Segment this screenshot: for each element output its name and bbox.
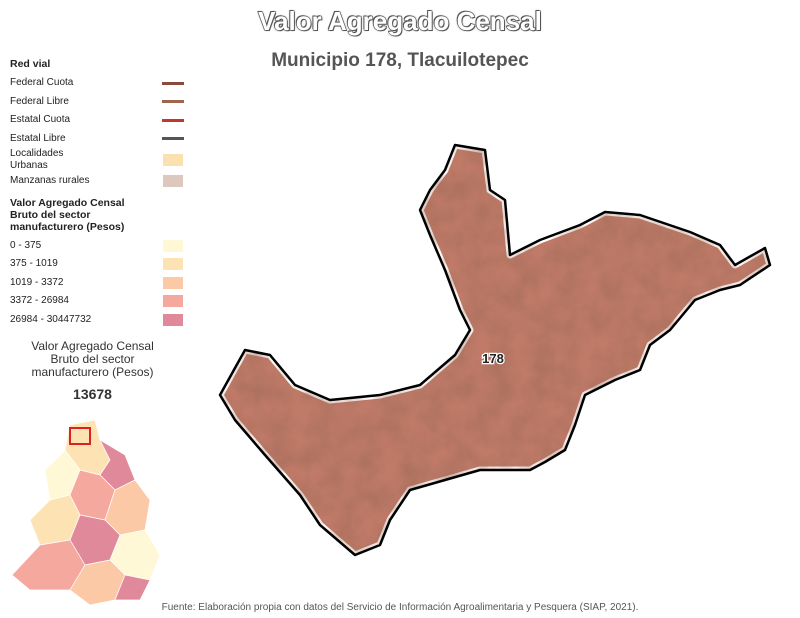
inset-value: 13678 (73, 386, 112, 402)
legend-item: Estatal Cuota (10, 111, 190, 130)
legend-symbol (162, 100, 184, 104)
area-list: Localidades Urbanas Manzanas rurales (10, 148, 190, 191)
legend-symbol (163, 258, 183, 271)
inset-map (11, 419, 161, 606)
legend-item: 375 - 1019 (10, 255, 190, 274)
legend-item: Estatal Libre (10, 130, 190, 149)
legend-symbol (162, 137, 184, 141)
inset-caption: Valor Agregado Censal Bruto del sector m… (31, 339, 154, 379)
legend-item: 1019 - 3372 (10, 274, 190, 293)
legend-item: Manzanas rurales (10, 172, 190, 191)
legend-title: Red vial (10, 58, 51, 70)
legend-label: 3372 - 26984 (10, 295, 69, 307)
legend-label: Federal Libre (10, 95, 69, 107)
title: Valor Agregado Censal (258, 5, 543, 36)
legend-symbol (163, 276, 183, 289)
legend-label: Estatal Libre (10, 132, 66, 144)
municipality: 178 (216, 141, 774, 559)
legend-item: Federal Cuota (10, 74, 190, 93)
legend-label: 0 - 375 (10, 239, 42, 251)
road-list: Federal Cuota Federal Libre Estatal Cuota E… (10, 74, 190, 148)
legend-label: 375 - 1019 (10, 258, 58, 270)
subtitle: Municipio 178, Tlacuilotepec (271, 50, 529, 71)
legend-label: 1019 - 3372 (10, 276, 64, 288)
legend-symbol (163, 313, 183, 326)
legend-label: Federal Cuota (10, 77, 74, 89)
municipality-label: 178 (482, 351, 504, 366)
legend-item: 3372 - 26984 (10, 292, 190, 311)
legend-symbol (163, 239, 183, 252)
legend-label: Localidades Urbanas (10, 148, 64, 171)
legend-item: 26984 - 30447732 (10, 311, 190, 330)
legend-label: Manzanas rurales (10, 175, 90, 187)
legend-symbol (162, 81, 184, 85)
legend-item: 0 - 375 (10, 237, 190, 256)
footer: Fuente: Elaboración propia con datos del… (161, 602, 639, 613)
legend-title: Valor Agregado Censal Bruto del sector m… (10, 196, 125, 233)
legend: Red vial Federal Cuota Federal Libre Estat… (10, 58, 190, 329)
legend-symbol (163, 175, 183, 188)
class-list: 0 - 375 375 - 1019 1019 - 3372 3372 - 26984… (10, 237, 190, 330)
legend-symbol (163, 295, 183, 308)
legend-label: Estatal Cuota (10, 114, 71, 126)
legend-symbol (162, 118, 184, 122)
legend-label: 26984 - 30447732 (10, 313, 92, 325)
legend-item: Federal Libre (10, 93, 190, 112)
legend-item: Localidades Urbanas (10, 148, 190, 172)
legend-symbol (163, 154, 183, 166)
